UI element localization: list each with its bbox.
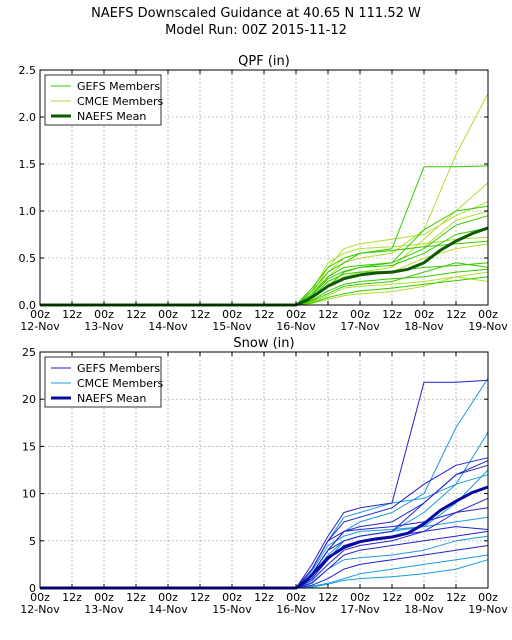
y-tick-label: 0.0 xyxy=(19,299,37,312)
x-tick-day-label: 15-Nov xyxy=(212,320,252,333)
x-tick-hour-label: 12z xyxy=(318,591,338,604)
x-tick-hour-label: 00z xyxy=(286,308,306,321)
gefs-member-line xyxy=(40,379,489,589)
x-tick-hour-label: 12z xyxy=(382,308,402,321)
x-tick-hour-label: 00z xyxy=(478,308,498,321)
x-tick-hour-label: 12z xyxy=(446,308,466,321)
legend-entry: GEFS Members xyxy=(77,80,160,93)
gefs-member-line xyxy=(40,497,489,589)
x-tick-hour-label: 00z xyxy=(286,591,306,604)
legend-entry: CMCE Members xyxy=(77,95,164,108)
x-tick-day-label: 19-Nov xyxy=(468,603,508,616)
x-tick-hour-label: 12z xyxy=(190,308,210,321)
chart-panel-2: 0 5 10 15 20 25 00z 12z 00z 12z 00z 12z 00z 12z 00z 12z… xyxy=(20,336,508,616)
x-tick-hour-label: 12z xyxy=(62,591,82,604)
x-tick-hour-label: 00z xyxy=(350,591,370,604)
gefs-member-line xyxy=(40,507,489,589)
x-tick-hour-label: 12z xyxy=(254,591,274,604)
x-tick-hour-label: 00z xyxy=(222,308,242,321)
x-tick-day-label: 12-Nov xyxy=(20,320,60,333)
legend-entry: GEFS Members xyxy=(77,362,160,375)
y-tick-label: 15 xyxy=(22,440,36,453)
x-tick-hour-label: 00z xyxy=(30,591,50,604)
x-tick-hour-label: 12z xyxy=(446,591,466,604)
x-tick-day-label: 19-Nov xyxy=(468,320,508,333)
x-tick-hour-label: 12z xyxy=(382,591,402,604)
x-tick-day-label: 14-Nov xyxy=(148,603,188,616)
cmce-member-line xyxy=(40,201,489,306)
gefs-member-line xyxy=(40,276,489,306)
figure-title: NAEFS Downscaled Guidance at 40.65 N 111… xyxy=(91,6,421,21)
y-tick-label: 5 xyxy=(29,535,36,548)
subplot-title: Snow (in) xyxy=(233,336,294,351)
gefs-member-line xyxy=(40,545,489,589)
gefs-member-line xyxy=(40,205,489,306)
x-tick-hour-label: 00z xyxy=(158,308,178,321)
y-tick-label: 10 xyxy=(22,488,36,501)
x-tick-day-label: 13-Nov xyxy=(84,603,124,616)
x-tick-hour-label: 00z xyxy=(94,308,114,321)
y-tick-label: 25 xyxy=(22,346,36,359)
mean-line xyxy=(40,226,489,307)
x-tick-hour-label: 12z xyxy=(126,308,146,321)
cmce-member-line xyxy=(40,554,489,589)
x-tick-day-label: 13-Nov xyxy=(84,320,124,333)
x-tick-hour-label: 00z xyxy=(94,591,114,604)
x-tick-day-label: 12-Nov xyxy=(20,603,60,616)
figure-subtitle: Model Run: 00Z 2015-11-12 xyxy=(165,23,347,38)
y-tick-label: 20 xyxy=(22,393,36,406)
y-tick-label: 0 xyxy=(29,582,36,595)
y-tick-label: 1.5 xyxy=(19,158,37,171)
x-tick-day-label: 17-Nov xyxy=(340,320,380,333)
x-tick-hour-label: 00z xyxy=(478,591,498,604)
x-tick-hour-label: 00z xyxy=(158,591,178,604)
x-tick-hour-label: 00z xyxy=(414,591,434,604)
x-tick-hour-label: 12z xyxy=(318,308,338,321)
x-tick-day-label: 16-Nov xyxy=(276,603,316,616)
gefs-member-line xyxy=(40,240,489,306)
x-tick-hour-label: 12z xyxy=(62,308,82,321)
y-tick-label: 1.0 xyxy=(19,205,37,218)
gefs-member-line xyxy=(40,165,489,306)
x-tick-hour-label: 12z xyxy=(254,308,274,321)
gefs-member-line xyxy=(40,530,489,589)
x-tick-hour-label: 00z xyxy=(414,308,434,321)
x-tick-day-label: 18-Nov xyxy=(404,603,444,616)
cmce-member-line xyxy=(40,516,489,589)
y-tick-label: 2.5 xyxy=(19,64,37,77)
x-tick-hour-label: 12z xyxy=(126,591,146,604)
x-tick-day-label: 17-Nov xyxy=(340,603,380,616)
y-tick-label: 0.5 xyxy=(19,252,37,265)
x-tick-day-label: 15-Nov xyxy=(212,603,252,616)
x-tick-hour-label: 12z xyxy=(190,591,210,604)
y-tick-label: 2.0 xyxy=(19,111,37,124)
subplot-title: QPF (in) xyxy=(238,54,290,69)
legend-entry: CMCE Members xyxy=(77,377,164,390)
x-tick-hour-label: 00z xyxy=(350,308,370,321)
legend-entry: NAEFS Mean xyxy=(77,110,146,123)
x-tick-day-label: 18-Nov xyxy=(404,320,444,333)
x-tick-day-label: 16-Nov xyxy=(276,320,316,333)
x-tick-hour-label: 00z xyxy=(222,591,242,604)
x-tick-hour-label: 00z xyxy=(30,308,50,321)
legend-entry: NAEFS Mean xyxy=(77,392,146,405)
mean-line xyxy=(40,485,489,590)
cmce-member-line xyxy=(40,474,489,589)
x-tick-day-label: 14-Nov xyxy=(148,320,188,333)
